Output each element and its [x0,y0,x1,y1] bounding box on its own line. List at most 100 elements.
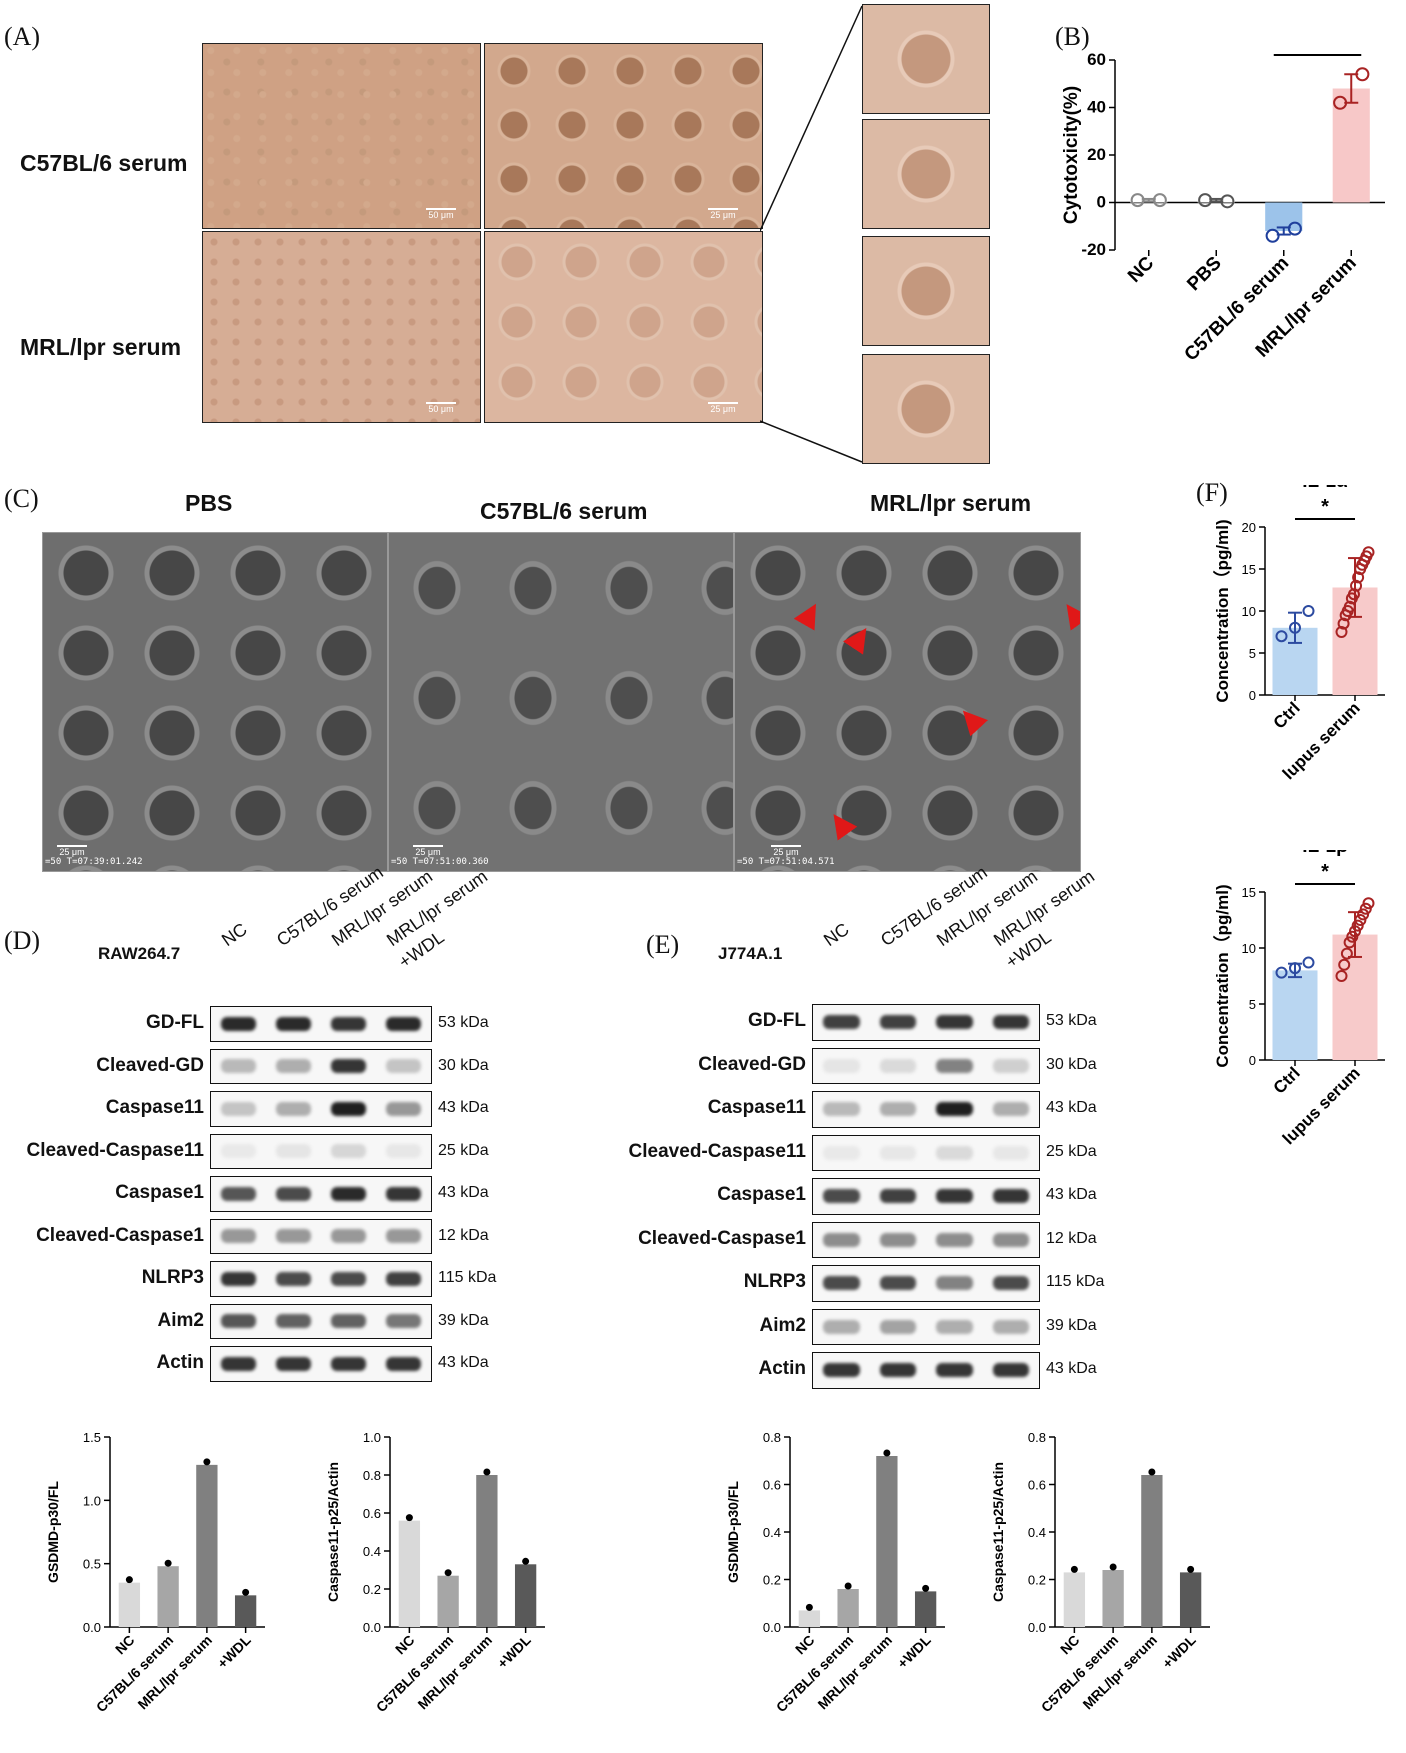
y-tick-label: 5 [1249,997,1256,1012]
band [276,1059,311,1074]
y-tick-label: 0.5 [83,1557,101,1572]
band [386,1271,421,1286]
y-tick-label: 1.0 [83,1493,101,1508]
category-label: NC [1057,1632,1083,1658]
data-point [1109,1563,1117,1571]
bar [157,1566,179,1627]
protein-label: Cleaved-Caspase1 [36,1224,204,1246]
data-point [242,1588,250,1596]
band [936,1363,973,1378]
band [992,1189,1029,1204]
bar [914,1591,937,1627]
y-axis-label: GSDMD-p30/FL [725,1481,741,1583]
band [992,1319,1029,1334]
band [221,1271,256,1286]
band [221,1144,256,1159]
data-point [1337,617,1350,630]
band [386,1059,421,1074]
data-point [164,1559,172,1567]
protein-label: Actin [156,1352,205,1373]
band [823,1276,860,1291]
bar [876,1456,898,1627]
y-tick-label: 0.8 [363,1468,381,1483]
band [331,1314,366,1329]
timestamp: =50 T=07:51:04.571 [737,857,835,867]
band [276,1016,311,1031]
molecular-weight: 53 kDa [438,1014,489,1031]
blot-strip [210,1006,432,1042]
molecular-weight: 115 kDa [1046,1273,1105,1290]
y-tick-label: 15 [1242,562,1256,577]
y-tick-label: 0 [1097,193,1106,212]
data-point [1355,67,1370,82]
y-tick-label: 0.2 [763,1573,781,1588]
category-label: +WDL [214,1631,254,1671]
bar [234,1595,257,1627]
y-tick-label: 40 [1087,98,1106,117]
band [221,1101,256,1116]
data-point [1338,958,1351,971]
band [823,1145,860,1160]
title-c57: C57BL/6 serum [480,498,648,524]
data-point [125,1576,133,1584]
panel-label-b: (B) [1055,22,1090,51]
scale-bar: 25 μm [708,402,738,414]
molecular-weight: 53 kDa [1046,1012,1097,1029]
band [936,1319,973,1334]
y-tick-label: 0.2 [363,1582,381,1597]
panel-label-a: (A) [4,22,41,51]
band [276,1356,311,1371]
band [879,1363,916,1378]
y-tick-label: 0.4 [363,1544,381,1559]
title-pbs: PBS [185,490,233,516]
band [276,1271,311,1286]
blot-strip [812,1178,1040,1215]
category-label: Ctrl [1270,1063,1304,1097]
data-point [1275,966,1288,979]
band [386,1229,421,1244]
molecular-weight: 43 kDa [438,1354,489,1371]
y-tick-label: 20 [1087,145,1106,164]
timestamp: =50 T=07:39:01.242 [45,857,143,867]
data-point [1352,571,1365,584]
y-tick-label: 0.6 [1028,1478,1046,1493]
bar [837,1589,859,1627]
band [276,1314,311,1329]
molecular-weight: 43 kDa [438,1184,489,1201]
data-point [1350,579,1363,592]
data-point [1287,221,1302,236]
protein-label: Cleaved-Caspase1 [638,1227,806,1249]
data-point [1198,193,1213,208]
blot-strip [812,1308,1040,1345]
blot-strip [812,1265,1040,1302]
scale-bar: 50 μm [426,208,456,220]
blot-strip [812,1047,1040,1084]
data-point [1302,605,1315,617]
blot-strip [812,1134,1040,1171]
bar [798,1610,821,1627]
band [331,1144,366,1159]
data-point [444,1569,452,1577]
band [823,1232,860,1247]
band [992,1102,1029,1117]
y-tick-label: 10 [1242,941,1256,956]
band [221,1229,256,1244]
molecular-weight: 43 kDa [1046,1186,1097,1203]
chart-casp11-j774: 0.00.20.40.60.8Caspase11-p25/ActinNCC57B… [990,1430,1210,1715]
band [276,1144,311,1159]
band [386,1144,421,1159]
micrograph-mrl: 25 μm =50 T=07:51:04.571 [734,532,1081,872]
band [879,1058,916,1073]
band [992,1363,1029,1378]
band [992,1145,1029,1160]
zoom-cell-4 [862,354,990,464]
y-tick-label: 0.0 [1028,1620,1046,1635]
y-tick-label: 20 [1242,520,1256,535]
y-tick-label: 0.2 [1028,1573,1046,1588]
band [823,1015,860,1030]
band [936,1189,973,1204]
title-mrl: MRL/lpr serum [870,490,1032,516]
data-point [1302,956,1315,969]
data-point [1335,626,1348,638]
data-point [522,1557,530,1565]
